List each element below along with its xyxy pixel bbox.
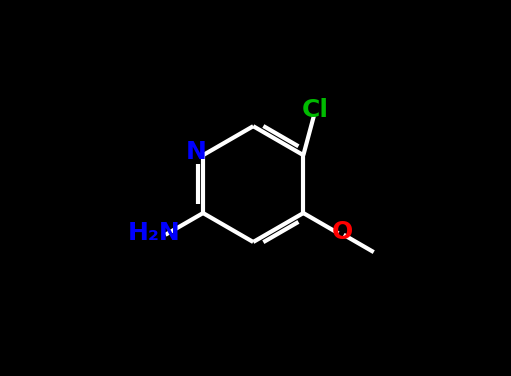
Text: N: N bbox=[185, 140, 206, 164]
Text: Cl: Cl bbox=[302, 98, 329, 122]
Text: O: O bbox=[331, 220, 353, 244]
Text: H₂N: H₂N bbox=[127, 221, 180, 245]
